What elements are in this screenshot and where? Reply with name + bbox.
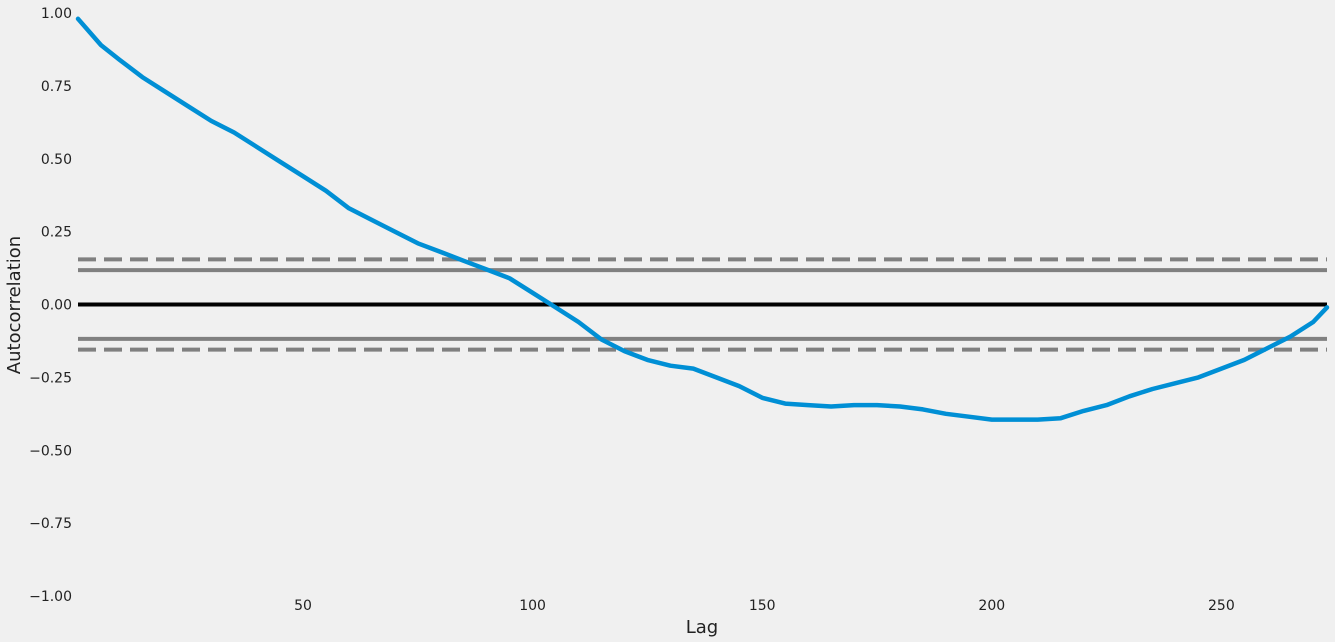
y-tick-label: −1.00	[29, 589, 72, 605]
y-tick-label: −0.25	[29, 370, 72, 386]
y-tick-label: −0.50	[29, 443, 72, 459]
y-tick-label: 0.50	[41, 152, 72, 168]
reference-lines	[78, 257, 1327, 352]
x-tick-label: 250	[1208, 598, 1235, 614]
x-axis-title: Lag	[686, 617, 718, 638]
x-tick-label: 50	[294, 598, 312, 614]
y-axis-title: Autocorrelation	[4, 236, 25, 374]
series-layer	[75, 16, 1330, 422]
x-tick-label: 100	[519, 598, 546, 614]
y-tick-label: −0.75	[29, 516, 72, 532]
y-tick-label: 1.00	[41, 6, 72, 22]
y-axis-ticks: −1.00 −0.75 −0.50 −0.25 0.00 0.25 0.50 0.75 1.00	[29, 6, 72, 605]
x-axis-ticks: 50 100 150 200 250	[294, 598, 1235, 614]
y-tick-label: 0.25	[41, 225, 72, 241]
autocorrelation-series-line	[75, 16, 1330, 422]
x-tick-label: 150	[749, 598, 776, 614]
x-tick-label: 200	[978, 598, 1005, 614]
y-tick-label: 0.75	[41, 79, 72, 95]
y-tick-label: 0.00	[41, 298, 72, 314]
